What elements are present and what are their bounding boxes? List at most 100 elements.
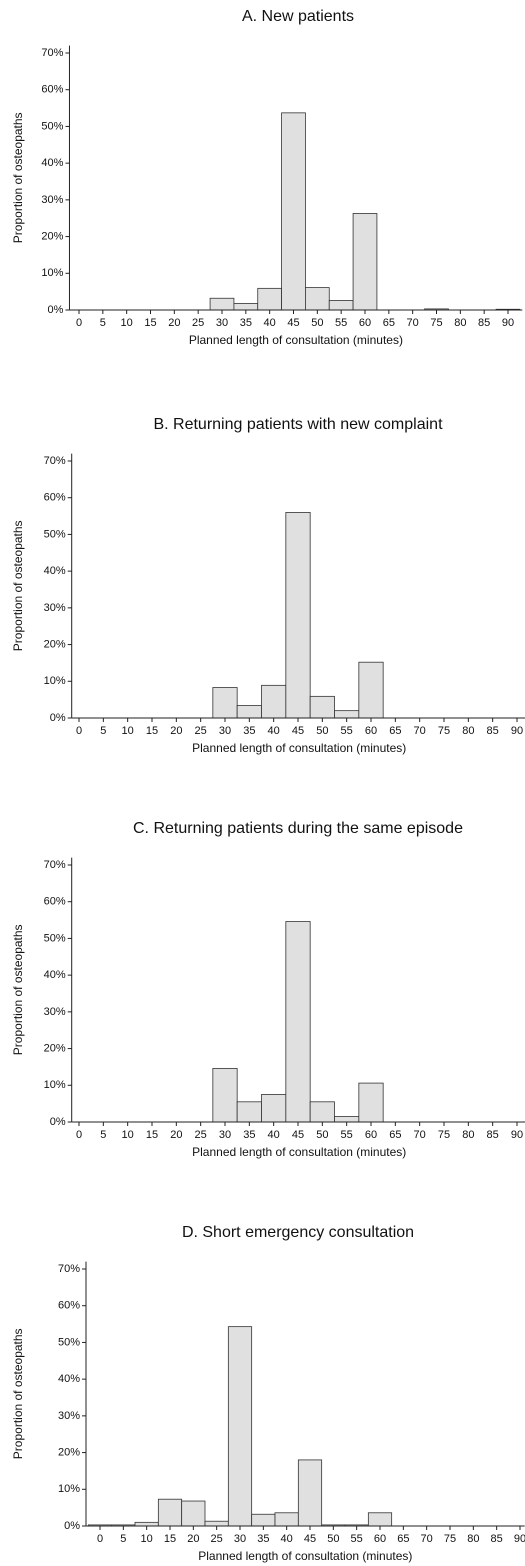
x-axis-label: Planned length of consultation (minutes) xyxy=(198,1549,412,1563)
x-tick-label: 10 xyxy=(121,317,133,329)
bar xyxy=(358,1082,384,1123)
x-tick-label: 80 xyxy=(462,725,474,737)
chart-title: C. Returning patients during the same ep… xyxy=(133,820,463,837)
x-tick-label: 20 xyxy=(170,725,182,737)
chart-title: A. New patients xyxy=(242,8,354,25)
y-tick-label: 60% xyxy=(58,1300,80,1312)
bar xyxy=(309,695,335,719)
y-tick-label: 50% xyxy=(41,120,63,132)
bar xyxy=(212,1067,238,1123)
bar xyxy=(157,1498,183,1527)
x-tick-label: 30 xyxy=(219,725,231,737)
bar xyxy=(212,687,238,719)
x-tick-label: 25 xyxy=(195,725,207,737)
y-tick-label: 70% xyxy=(58,1263,80,1275)
x-tick-label: 30 xyxy=(234,1533,246,1545)
y-axis-label: Proportion of osteopaths xyxy=(11,1328,25,1459)
bar xyxy=(285,512,311,719)
x-tick-label: 15 xyxy=(164,1533,176,1545)
x-tick-label: 45 xyxy=(304,1533,316,1545)
y-tick-label: 30% xyxy=(41,194,63,206)
bar xyxy=(233,302,259,311)
x-tick-label: 20 xyxy=(187,1533,199,1545)
x-tick-label: 75 xyxy=(444,1533,456,1545)
x-tick-label: 70 xyxy=(414,1129,426,1141)
x-tick-label: 40 xyxy=(268,1129,280,1141)
x-tick-label: 60 xyxy=(365,1129,377,1141)
x-tick-label: 85 xyxy=(487,725,499,737)
x-tick-label: 60 xyxy=(359,317,371,329)
panel: C. Returning patients during the same ep… xyxy=(11,820,525,1159)
bar xyxy=(285,921,311,1123)
x-tick-label: 40 xyxy=(264,317,276,329)
x-tick-label: 50 xyxy=(327,1533,339,1545)
bar xyxy=(236,1101,262,1123)
x-tick-label: 55 xyxy=(335,317,347,329)
y-tick-label: 60% xyxy=(41,84,63,96)
bar xyxy=(367,1512,393,1527)
x-tick-label: 75 xyxy=(438,1129,450,1141)
x-axis-label: Planned length of consultation (minutes) xyxy=(192,741,406,755)
x-tick-label: 70 xyxy=(421,1533,433,1545)
x-tick-label: 90 xyxy=(502,317,514,329)
x-tick-label: 10 xyxy=(122,1129,134,1141)
x-tick-label: 15 xyxy=(144,317,156,329)
x-tick-label: 60 xyxy=(374,1533,386,1545)
x-axis-label: Planned length of consultation (minutes) xyxy=(189,333,403,347)
x-tick-label: 85 xyxy=(478,317,490,329)
x-tick-label: 5 xyxy=(100,317,106,329)
x-tick-label: 10 xyxy=(141,1533,153,1545)
x-tick-label: 55 xyxy=(351,1533,363,1545)
y-tick-label: 50% xyxy=(58,1336,80,1348)
y-tick-label: 70% xyxy=(44,455,66,467)
y-tick-label: 20% xyxy=(44,638,66,650)
y-tick-label: 20% xyxy=(58,1446,80,1458)
x-tick-label: 75 xyxy=(438,725,450,737)
y-tick-label: 0% xyxy=(50,1116,66,1128)
x-tick-label: 35 xyxy=(257,1533,269,1545)
chart-title: D. Short emergency consultation xyxy=(182,1224,414,1241)
x-tick-label: 70 xyxy=(414,725,426,737)
y-axis-label: Proportion of osteopaths xyxy=(11,520,25,651)
x-tick-label: 25 xyxy=(211,1533,223,1545)
y-tick-label: 10% xyxy=(44,1079,66,1091)
x-tick-label: 0 xyxy=(76,1129,82,1141)
y-axis-label: Proportion of osteopaths xyxy=(11,924,25,1055)
x-tick-label: 40 xyxy=(268,725,280,737)
y-tick-label: 50% xyxy=(44,932,66,944)
x-tick-label: 80 xyxy=(462,1129,474,1141)
y-tick-label: 10% xyxy=(58,1483,80,1495)
bar xyxy=(251,1513,276,1527)
y-tick-label: 70% xyxy=(44,859,66,871)
x-tick-label: 0 xyxy=(76,725,82,737)
panel: B. Returning patients with new complaint… xyxy=(11,416,525,755)
x-tick-label: 30 xyxy=(216,317,228,329)
x-tick-label: 80 xyxy=(454,317,466,329)
x-tick-label: 20 xyxy=(168,317,180,329)
y-tick-label: 20% xyxy=(44,1042,66,1054)
bar xyxy=(281,112,306,311)
x-tick-label: 45 xyxy=(287,317,299,329)
x-tick-label: 5 xyxy=(120,1533,126,1545)
y-tick-label: 40% xyxy=(58,1373,80,1385)
x-tick-label: 30 xyxy=(219,1129,231,1141)
x-tick-label: 25 xyxy=(192,317,204,329)
y-tick-label: 10% xyxy=(41,267,63,279)
bar xyxy=(261,684,287,719)
x-tick-label: 85 xyxy=(487,1129,499,1141)
x-tick-label: 20 xyxy=(170,1129,182,1141)
x-tick-label: 65 xyxy=(383,317,395,329)
panel: D. Short emergency consultation Proportio… xyxy=(11,1224,525,1563)
x-tick-label: 75 xyxy=(430,317,442,329)
x-tick-label: 35 xyxy=(240,317,252,329)
bar xyxy=(204,1520,229,1527)
x-tick-label: 5 xyxy=(100,1129,106,1141)
y-tick-label: 30% xyxy=(58,1410,80,1422)
x-tick-label: 50 xyxy=(316,1129,328,1141)
x-tick-label: 45 xyxy=(292,1129,304,1141)
bar xyxy=(134,1521,159,1527)
chart-title: B. Returning patients with new complaint xyxy=(153,416,443,433)
bar xyxy=(257,287,282,311)
x-tick-label: 55 xyxy=(341,725,353,737)
